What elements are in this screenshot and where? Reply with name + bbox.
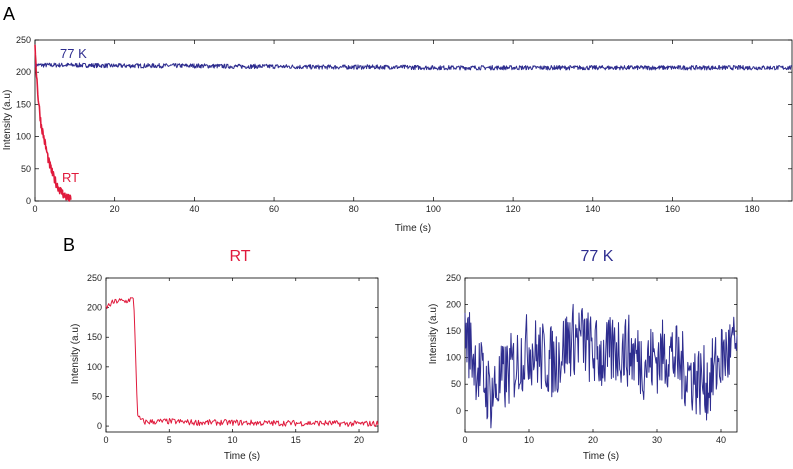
chart-b-77k-ylabel: Intensity (a.u) [428,304,439,365]
panel-label-b: B [63,235,75,255]
chart-b-rt-series-rt [105,297,379,427]
chart-b-77k-xlabel: Time (s) [583,451,619,462]
chart-a-xtick-label: 120 [506,204,521,214]
chart-b-rt-title: RT [229,248,250,265]
chart-b-77k-frame [464,277,738,433]
chart-a-label-77k: 77 K [60,46,87,61]
chart-b-rt-xtick-label: 0 [103,435,108,445]
chart-b-rt-xtick-label: 20 [354,435,364,445]
chart-b-rt-ytick-label: 200 [87,303,102,313]
chart-b-77k-xtick-label: 30 [652,435,662,445]
chart-b-77k-xtick-label: 10 [524,435,534,445]
chart-a-xtick-label: 40 [189,204,199,214]
chart-b-rt-ytick-label: 50 [92,391,102,401]
chart-b-rt-ytick-label: 100 [87,362,102,372]
chart-b-77k-xtick-label: 20 [588,435,598,445]
chart-a-ylabel: Intensity (a.u) [2,90,13,151]
chart-a-label-rt: RT [62,170,79,185]
chart-b-rt-frame [105,277,379,433]
chart-b-rt-xtick-label: 10 [228,435,238,445]
chart-a-series-77-k [34,62,793,71]
chart-a-ytick-label: 50 [21,164,31,174]
chart-b-77k-series-77-k [464,303,738,429]
chart-b-77k-title: 77 K [581,248,614,265]
chart-a: 0 20 40 60 80 100 120 140 160 180050100150200250 … [2,35,793,234]
chart-a-series-rt [34,44,72,202]
chart-a-ticks: 0 20 40 60 80 100 120 140 160 180 0 50 100 150 200 250 [16,35,792,214]
chart-a-xtick-label: 80 [349,204,359,214]
chart-b-77k-ytick-label: 100 [446,353,461,363]
chart-b-77k-ytick-label: 250 [446,273,461,283]
chart-a-xtick-label: 20 [110,204,120,214]
chart-b-77k-ticks: 0 10 20 30 40 0 50 100 150 200 250 [446,273,737,445]
chart-b-77k-xtick-label: 0 [462,435,467,445]
chart-b-rt-ytick-label: 0 [97,421,102,431]
chart-a-ytick-label: 0 [26,196,31,206]
chart-a-ytick-label: 250 [16,35,31,45]
chart-b-rt-ytick-label: 250 [87,273,102,283]
chart-b-77k-ytick-label: 50 [451,379,461,389]
chart-b-rt-series [105,297,379,427]
chart-a-xtick-label: 60 [269,204,279,214]
panel-label-a: A [3,4,15,24]
chart-a-xtick-label: 0 [32,204,37,214]
chart-a-ytick-label: 200 [16,67,31,77]
chart-b-77k-xtick-label: 40 [716,435,726,445]
chart-a-xtick-label: 160 [665,204,680,214]
chart-b-rt-ytick-label: 150 [87,332,102,342]
chart-b-77k-ytick-label: 150 [446,326,461,336]
chart-a-ytick-label: 150 [16,99,31,109]
chart-a-ytick-label: 100 [16,132,31,142]
chart-b-rt-ylabel: Intensity (a.u) [70,324,81,385]
chart-b-rt-xtick-label: 15 [291,435,301,445]
chart-b-rt-xlabel: Time (s) [224,451,260,462]
chart-a-frame [34,39,793,202]
chart-b-rt-xtick-label: 5 [167,435,172,445]
chart-b-77k-ytick-label: 200 [446,300,461,310]
chart-b-77k-series [464,303,738,429]
chart-a-xlabel: Time (s) [395,223,431,234]
chart-a-series [34,44,793,202]
chart-a-xtick-label: 140 [585,204,600,214]
chart-b-77k: 0 10 20 30 40 0 50 100 150 200 250 77 K Time (s) I… [428,248,738,462]
chart-b-77k-ytick-label: 0 [456,406,461,416]
chart-a-xtick-label: 100 [426,204,441,214]
chart-a-xtick-label: 180 [745,204,760,214]
